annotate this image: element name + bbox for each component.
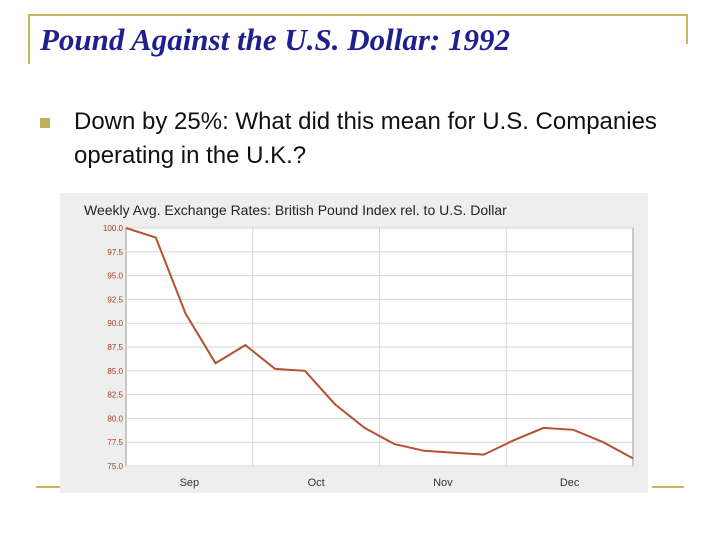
slide-title: Pound Against the U.S. Dollar: 1992	[40, 22, 510, 57]
x-tick-label: Oct	[308, 477, 325, 489]
x-tick-label: Sep	[180, 477, 200, 489]
bottom-rule-right	[652, 486, 684, 488]
top-rule-left	[28, 14, 30, 64]
y-tick-label: 80.0	[107, 414, 123, 423]
bullet-text: Down by 25%: What did this mean for U.S.…	[74, 108, 657, 169]
series-line	[125, 227, 634, 460]
x-tick-label: Dec	[560, 477, 580, 489]
grid	[126, 227, 633, 467]
top-rule-right	[686, 14, 688, 44]
x-tick-label: Nov	[433, 477, 453, 489]
chart-title: Weekly Avg. Exchange Rates: British Poun…	[84, 202, 507, 218]
x-axis-ticks: Sep Oct Nov Dec	[180, 477, 580, 489]
y-tick-label: 100.0	[103, 224, 124, 233]
y-tick-label: 77.5	[107, 438, 123, 447]
y-tick-label: 82.5	[107, 391, 123, 400]
y-tick-label: 87.5	[107, 343, 123, 352]
y-tick-label: 92.5	[107, 295, 123, 304]
top-rule	[28, 14, 688, 16]
y-tick-label: 90.0	[107, 319, 123, 328]
y-tick-label: 85.0	[107, 367, 123, 376]
bullet-square-icon	[40, 118, 50, 128]
y-axis-ticks: 100.0 97.5 95.0 92.5 90.0 87.5 85.0 82.5 80.0 77.…	[103, 224, 124, 471]
exchange-rate-chart: Weekly Avg. Exchange Rates: British Poun…	[60, 193, 648, 493]
y-tick-label: 95.0	[107, 272, 123, 281]
y-tick-label: 97.5	[107, 248, 123, 257]
bottom-rule-left	[36, 486, 66, 488]
y-tick-label: 75.0	[107, 462, 123, 471]
